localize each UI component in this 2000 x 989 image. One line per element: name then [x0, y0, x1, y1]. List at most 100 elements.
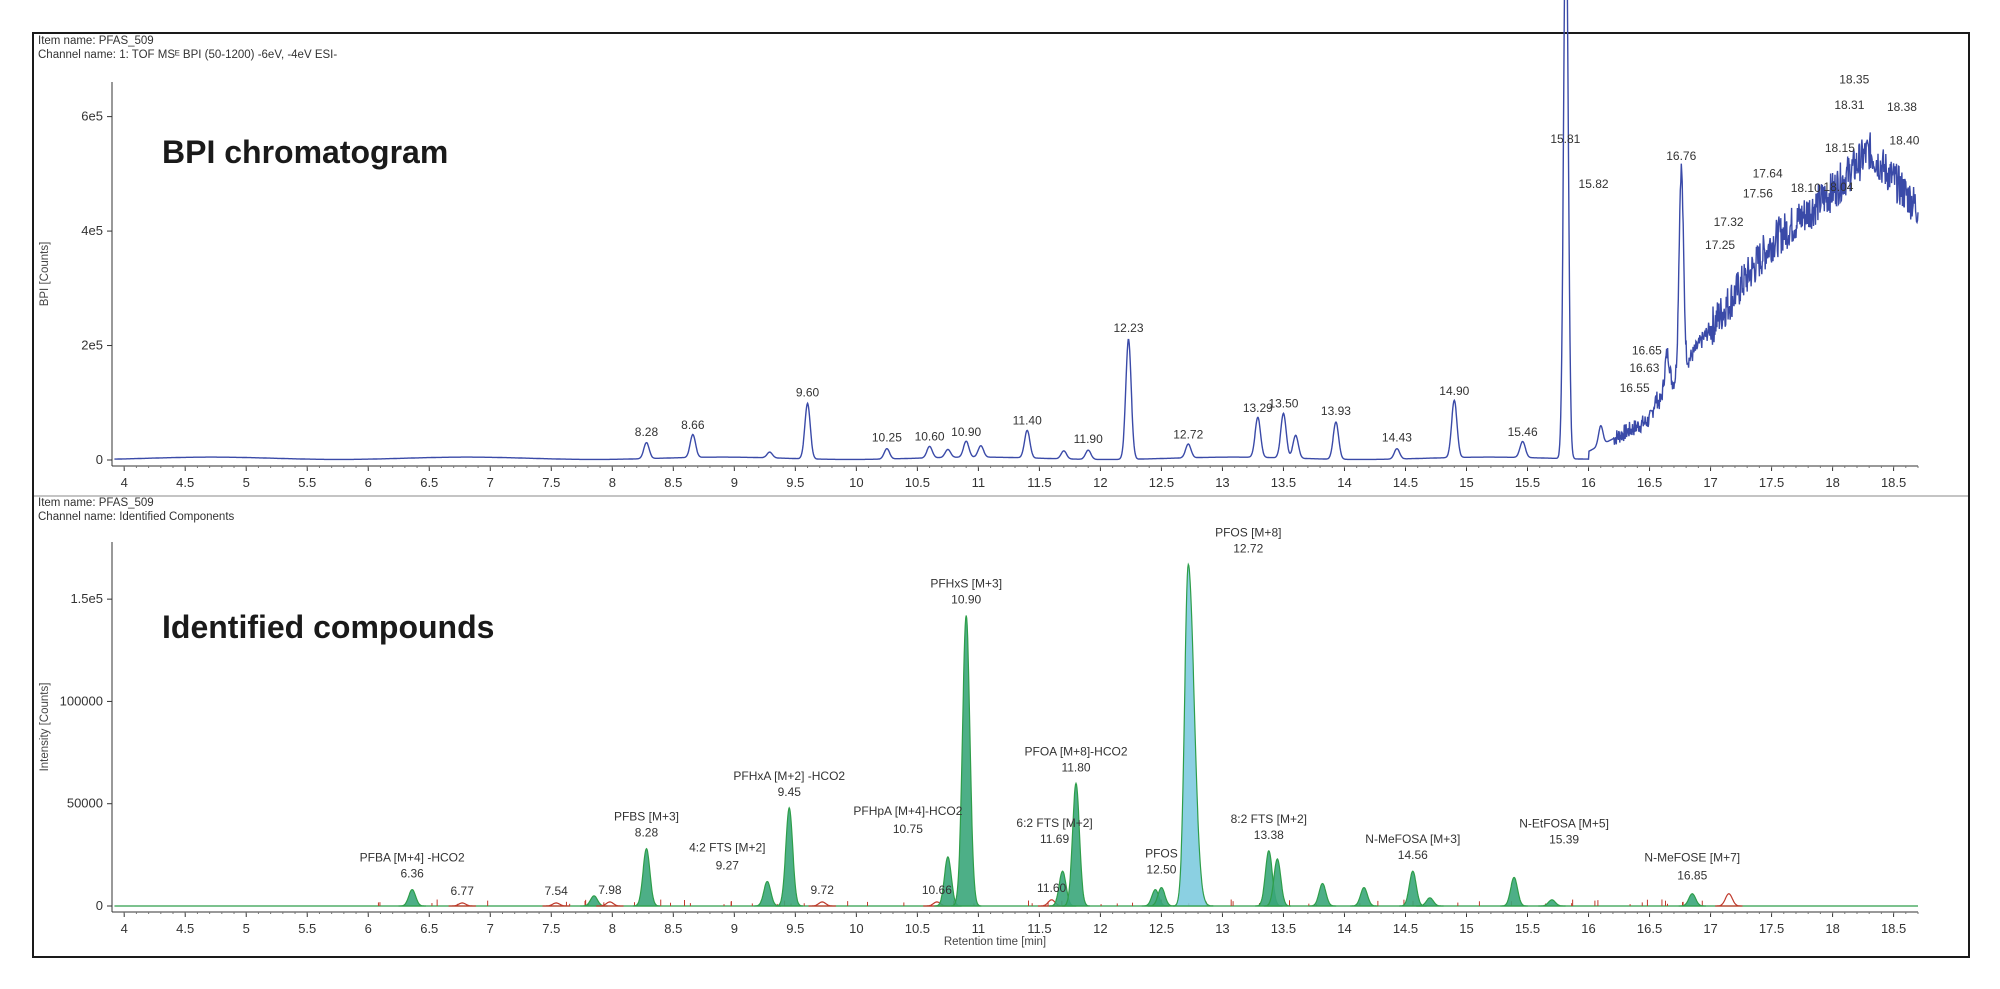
compound-name: PFOS: [1145, 847, 1178, 861]
x-tick-label: 8.5: [664, 921, 682, 936]
compound-rt-label: 7.54: [544, 884, 568, 898]
compound-rt-label: 11.60: [1037, 881, 1066, 895]
compound-name: 4:2 FTS [M+2]: [689, 840, 765, 854]
panel-title: Identified compounds: [162, 609, 494, 645]
compound-rt-label: 15.39: [1549, 832, 1579, 846]
x-tick-label: 13.5: [1271, 475, 1296, 490]
x-tick-label: 5: [243, 921, 250, 936]
x-tick-label: 11.5: [1027, 475, 1051, 490]
peak-label: 18.10: [1791, 181, 1821, 195]
compound-name: N-MeFOSE [M+7]: [1644, 851, 1740, 865]
x-tick-label: 11.5: [1027, 921, 1051, 936]
x-tick-label: 14.5: [1393, 921, 1418, 936]
x-tick-label: 13: [1215, 475, 1229, 490]
compound-peak: [448, 902, 476, 907]
compound-rt-label: 10.66: [922, 883, 952, 897]
y-tick-label: 0: [96, 898, 103, 913]
compound-rt-label: 16.85: [1677, 869, 1707, 883]
x-tick-label: 11: [972, 475, 986, 490]
compound-rt-label: 6.36: [401, 867, 425, 881]
peak-label: 18.38: [1887, 100, 1917, 114]
compound-rt-label: 11.69: [1040, 832, 1069, 846]
x-tick-label: 18.5: [1881, 475, 1906, 490]
bpi-trace: [114, 0, 1919, 461]
x-tick-label: 16: [1581, 921, 1595, 936]
compound-name: PFHpA [M+4]-HCO2: [853, 804, 962, 818]
y-tick-label: 100000: [60, 693, 103, 708]
y-axis-label: Intensity [Counts]: [39, 683, 51, 772]
x-tick-label: 9.5: [786, 921, 804, 936]
x-tick-label: 12: [1093, 475, 1107, 490]
x-tick-label: 4: [121, 921, 128, 936]
x-tick-label: 10: [849, 921, 863, 936]
compound-peak: [1416, 897, 1444, 907]
x-axis-label: Retention time [min]: [944, 936, 1046, 948]
peak-label: 13.50: [1268, 396, 1298, 410]
x-tick-label: 11: [972, 921, 986, 936]
x-tick-label: 9.5: [786, 475, 804, 490]
panel-2: [114, 562, 1918, 907]
x-tick-label: 4.5: [176, 475, 194, 490]
x-tick-label: 16: [1581, 475, 1595, 490]
x-tick-label: 6: [365, 475, 372, 490]
compound-name: PFHxS [M+3]: [930, 577, 1002, 591]
y-tick-label: 1.5e5: [70, 591, 103, 606]
peak-label: 12.23: [1113, 321, 1143, 335]
compound-rt-label: 9.27: [716, 858, 740, 872]
peak-label: 11.90: [1074, 432, 1103, 446]
compound-name: N-EtFOSA [M+5]: [1519, 816, 1609, 830]
compound-rt-label: 10.75: [893, 822, 923, 836]
channel-name: Channel name: Identified Components: [38, 511, 235, 523]
peak-label: 18.04: [1823, 180, 1853, 194]
peak-label: 16.55: [1620, 381, 1650, 395]
x-tick-label: 10.5: [905, 921, 930, 936]
peak-label: 8.66: [681, 418, 705, 432]
compound-peak: [1173, 562, 1214, 907]
compound-name: PFOS [M+8]: [1215, 525, 1281, 539]
x-tick-label: 17.5: [1759, 475, 1784, 490]
x-tick-label: 9: [731, 475, 738, 490]
x-tick-label: 8: [609, 475, 616, 490]
item-name: Item name: PFAS_509: [38, 497, 154, 509]
peak-label: 12.72: [1173, 427, 1203, 441]
x-tick-label: 18: [1825, 475, 1839, 490]
x-tick-label: 14: [1337, 921, 1351, 936]
compound-peak: [632, 847, 661, 907]
compound-rt-label: 6.77: [451, 884, 475, 898]
peak-label: 10.25: [872, 431, 902, 445]
peak-label: 18.31: [1834, 98, 1864, 112]
compound-peak: [950, 615, 982, 907]
x-tick-label: 8.5: [664, 475, 682, 490]
x-tick-label: 8: [609, 921, 616, 936]
peak-label: 17.56: [1743, 186, 1773, 200]
x-tick-label: 6.5: [420, 475, 438, 490]
x-tick-label: 17: [1703, 921, 1717, 936]
compound-peak: [775, 806, 804, 907]
x-tick-label: 5: [243, 475, 250, 490]
compound-peak: [1147, 886, 1176, 907]
compound-name: PFHxA [M+2] -HCO2: [733, 769, 845, 783]
peak-label: 15.82: [1579, 177, 1609, 191]
y-tick-label: 2e5: [81, 338, 103, 353]
x-tick-label: 7: [487, 921, 494, 936]
compound-peak: [398, 888, 426, 907]
y-tick-label: 50000: [67, 796, 103, 811]
x-tick-label: 6: [365, 921, 372, 936]
x-tick-label: 7: [487, 475, 494, 490]
compound-peak: [542, 902, 570, 907]
peak-label: 10.90: [951, 425, 981, 439]
peak-label: 14.43: [1382, 431, 1412, 445]
x-tick-label: 16.5: [1637, 475, 1662, 490]
x-tick-label: 4: [121, 475, 128, 490]
peak-label: 15.46: [1508, 425, 1538, 439]
peak-label: 17.64: [1753, 166, 1783, 180]
compound-peak: [1538, 899, 1566, 907]
peak-label: 8.28: [635, 425, 659, 439]
compound-rt-label: 8.28: [635, 826, 659, 840]
x-tick-label: 15: [1459, 475, 1473, 490]
x-tick-label: 5.5: [298, 475, 316, 490]
peak-label: 9.60: [796, 385, 820, 399]
x-tick-label: 10: [849, 475, 863, 490]
compound-peak: [753, 880, 781, 907]
compound-rt-label: 13.38: [1254, 828, 1284, 842]
